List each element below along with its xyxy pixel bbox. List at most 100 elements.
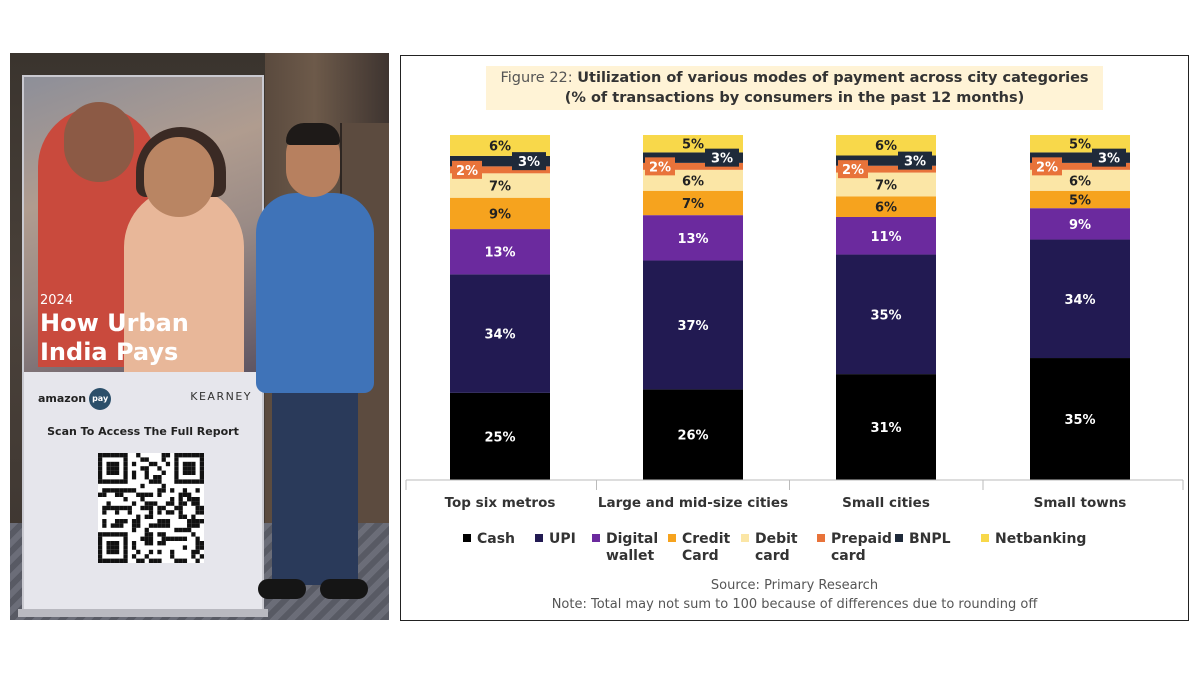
qr-data-cell — [148, 501, 154, 506]
qr-data-cell — [170, 488, 175, 493]
callout-box-bnpl-3 — [898, 151, 932, 170]
qr-data-cell — [191, 497, 196, 502]
qr-finder-cell — [174, 466, 179, 471]
bar-segment-upi-1 — [450, 274, 550, 393]
category-label-4: Small towns — [1034, 495, 1127, 511]
qr-data-cell — [140, 492, 145, 497]
qr-data-cell — [136, 453, 141, 458]
qr-data-cell — [157, 505, 162, 511]
qr-finder-cell — [123, 457, 128, 462]
chart-subtitle: (% of transactions by consumers in the p… — [564, 90, 1025, 106]
qr-data-cell — [191, 514, 196, 519]
data-label-upi-1: 34% — [484, 328, 515, 343]
qr-finder-cell — [119, 558, 124, 563]
qr-data-cell — [102, 523, 107, 528]
qr-finder-cell — [199, 479, 204, 484]
qr-data-cell — [153, 523, 158, 528]
event-photo: 2024 How Urban India Pays amazon pay KEAR… — [10, 53, 389, 620]
banner-woman-figure — [124, 187, 244, 372]
qr-data-cell — [178, 492, 183, 497]
qr-data-cell — [161, 541, 166, 546]
qr-finder-cell — [187, 453, 192, 458]
legend-label-bnpl-line1: BNPL — [909, 531, 951, 547]
qr-data-cell — [161, 532, 166, 537]
bar-segment-bnpl-4 — [1030, 152, 1130, 163]
qr-data-cell — [114, 510, 120, 515]
qr-data-cell — [98, 492, 103, 497]
qr-finder-cell — [191, 466, 196, 471]
qr-data-cell — [119, 492, 124, 497]
amazon-pay-logo: amazon pay — [38, 388, 112, 410]
qr-data-cell — [157, 523, 162, 528]
legend-label-prepaid-card-line1: Prepaid — [831, 531, 892, 547]
qr-finder-cell — [110, 453, 115, 458]
legend-swatch-upi — [535, 534, 543, 542]
qr-data-cell — [144, 532, 149, 537]
qr-data-cell — [106, 505, 111, 511]
qr-data-cell — [148, 536, 154, 541]
qr-data-cell — [148, 479, 154, 484]
bar-segment-cash-2 — [643, 389, 743, 480]
qr-data-cell — [195, 541, 200, 546]
qr-data-cell — [140, 536, 145, 541]
kearney-logo: KEARNEY — [190, 390, 252, 403]
qr-finder-cell — [123, 479, 128, 484]
qr-finder-cell — [182, 470, 188, 475]
qr-data-cell — [106, 501, 111, 506]
qr-data-cell — [182, 501, 188, 506]
qr-data-cell — [195, 501, 200, 506]
banner-title-line2: India Pays — [40, 338, 179, 366]
qr-finder-cell — [123, 558, 128, 563]
qr-data-cell — [136, 492, 141, 497]
qr-data-cell — [191, 532, 196, 537]
qr-finder-cell — [106, 549, 111, 555]
qr-data-cell — [195, 523, 200, 528]
qr-data-cell — [170, 501, 175, 506]
qr-data-cell — [187, 527, 192, 533]
qr-finder-cell — [123, 475, 128, 480]
qr-data-cell — [170, 497, 175, 502]
qr-data-cell — [182, 488, 188, 493]
qr-data-cell — [195, 519, 200, 524]
qr-finder-cell — [199, 466, 204, 471]
data-label-digital-wallet-3: 11% — [870, 230, 901, 245]
legend-label-credit-card-line2: Card — [682, 548, 719, 564]
qr-data-cell — [157, 519, 162, 524]
qr-data-cell — [178, 505, 183, 511]
legend-swatch-debit-card — [741, 534, 749, 542]
data-label-cash-1: 25% — [484, 430, 515, 445]
qr-data-cell — [110, 523, 115, 528]
qr-data-cell — [144, 514, 149, 519]
qr-data-cell — [148, 492, 154, 497]
callout-box-prepaid-3 — [838, 160, 868, 179]
legend-swatch-credit-card — [668, 534, 676, 542]
qr-data-cell — [144, 457, 149, 462]
qr-data-cell — [144, 475, 149, 480]
qr-data-cell — [157, 488, 162, 493]
qr-data-cell — [110, 488, 115, 493]
qr-data-cell — [178, 558, 183, 563]
qr-data-cell — [136, 558, 141, 563]
bar-segment-digital-wallet-2 — [643, 215, 743, 261]
qr-data-cell — [157, 541, 162, 546]
qr-data-cell — [153, 501, 158, 506]
category-label-2: Large and mid-size cities — [598, 495, 788, 511]
qr-data-cell — [174, 558, 179, 563]
qr-data-cell — [157, 492, 162, 497]
bar-segment-credit-card-2 — [643, 190, 743, 216]
qr-data-cell — [165, 519, 171, 524]
qr-data-cell — [106, 488, 111, 493]
qr-data-cell — [195, 549, 200, 555]
data-label-credit-card-2: 7% — [682, 197, 704, 212]
qr-data-cell — [165, 453, 171, 458]
category-label-3: Small cities — [842, 495, 930, 511]
qr-finder-cell — [102, 558, 107, 563]
qr-data-cell — [182, 514, 188, 519]
qr-finder-cell — [110, 466, 115, 471]
legend-swatch-bnpl — [895, 534, 903, 542]
legend-label-digital-wallet-line1: Digital — [606, 531, 658, 547]
data-label-netbanking-3: 6% — [875, 139, 897, 154]
qr-data-cell — [191, 523, 196, 528]
qr-data-cell — [178, 514, 183, 519]
qr-data-cell — [148, 541, 154, 546]
